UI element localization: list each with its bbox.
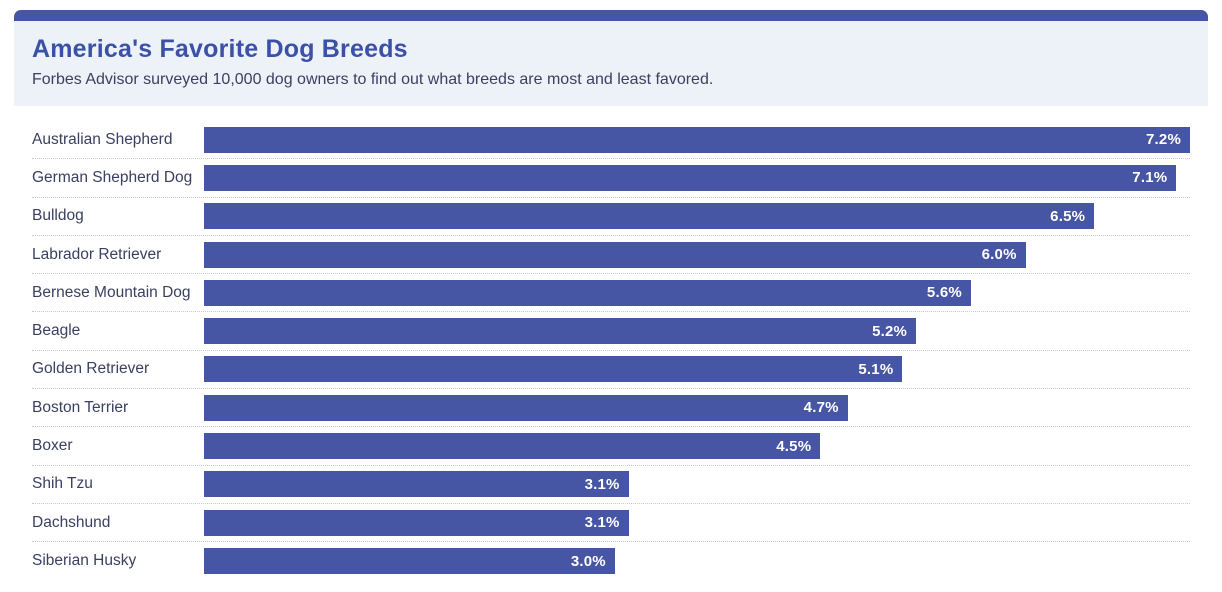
chart-header: America's Favorite Dog Breeds Forbes Adv…: [14, 21, 1208, 106]
bar: 5.1%: [204, 356, 903, 383]
bar-track: 5.6%: [204, 279, 1190, 306]
bar-value-label: 4.7%: [803, 399, 839, 417]
bar: 3.0%: [204, 548, 615, 575]
chart-subtitle: Forbes Advisor surveyed 10,000 dog owner…: [32, 71, 714, 88]
bar-value-label: 3.1%: [584, 475, 620, 493]
row-label: Boxer: [32, 437, 73, 455]
row-label: Labrador Retriever: [32, 245, 162, 263]
bar-value-label: 4.5%: [776, 437, 812, 455]
bar-value-label: 5.1%: [858, 360, 894, 378]
bar: 6.5%: [204, 203, 1095, 230]
bar-value-label: 6.5%: [1050, 207, 1086, 225]
row-label: Boston Terrier: [32, 398, 129, 416]
chart-row: Australian Shepherd 7.2%: [32, 121, 1190, 160]
bar: 7.1%: [204, 164, 1177, 191]
chart-row: Labrador Retriever 6.0%: [32, 236, 1190, 275]
row-label: Shih Tzu: [32, 475, 93, 493]
bar-track: 4.7%: [204, 394, 1190, 421]
row-label: Bernese Mountain Dog: [32, 283, 191, 301]
bar-track: 3.1%: [204, 471, 1190, 498]
bar-track: 4.5%: [204, 433, 1190, 460]
bar-track: 3.0%: [204, 548, 1190, 575]
chart-row: Dachshund 3.1%: [32, 504, 1190, 543]
bar-track: 6.5%: [204, 203, 1190, 230]
bar-track: 5.2%: [204, 318, 1190, 345]
bar: 6.0%: [204, 241, 1026, 268]
bar-track: 7.1%: [204, 164, 1190, 191]
bar-chart: Australian Shepherd 7.2% German Shepherd D…: [14, 106, 1208, 581]
bar: 5.2%: [204, 318, 917, 345]
bar: 4.5%: [204, 433, 821, 460]
chart-row: Bulldog 6.5%: [32, 198, 1190, 236]
bar-track: 5.1%: [204, 356, 1190, 383]
bar: 3.1%: [204, 471, 629, 498]
chart-row: Siberian Husky 3.0%: [32, 542, 1190, 580]
bar-value-label: 3.1%: [584, 514, 620, 532]
bar: 4.7%: [204, 394, 848, 421]
chart-row: German Shepherd Dog 7.1%: [32, 159, 1190, 198]
bar-track: 3.1%: [204, 509, 1190, 536]
row-label: Dachshund: [32, 513, 111, 531]
row-label: Golden Retriever: [32, 360, 150, 378]
row-label: Siberian Husky: [32, 552, 137, 570]
bar: 5.6%: [204, 279, 971, 306]
bar: 3.1%: [204, 509, 629, 536]
chart-title: America's Favorite Dog Breeds: [32, 35, 408, 63]
chart-row: Boston Terrier 4.7%: [32, 389, 1190, 428]
bar-value-label: 5.2%: [872, 322, 908, 340]
chart-row: Bernese Mountain Dog 5.6%: [32, 274, 1190, 313]
row-label: Beagle: [32, 322, 81, 340]
bar-value-label: 7.2%: [1146, 131, 1181, 149]
bar-value-label: 6.0%: [981, 246, 1017, 264]
chart-card: America's Favorite Dog Breeds Forbes Adv…: [14, 10, 1208, 581]
chart-row: Shih Tzu 3.1%: [32, 466, 1190, 504]
bar-value-label: 5.6%: [926, 284, 962, 302]
bar-track: 7.2%: [204, 126, 1190, 153]
accent-strip: [14, 10, 1208, 21]
chart-row: Boxer 4.5%: [32, 427, 1190, 466]
bar-value-label: 3.0%: [570, 552, 606, 570]
row-label: Bulldog: [32, 207, 84, 225]
row-label: Australian Shepherd: [32, 130, 173, 148]
row-label: German Shepherd Dog: [32, 168, 193, 186]
bar: 7.2%: [204, 126, 1190, 153]
bar-value-label: 7.1%: [1132, 169, 1168, 187]
chart-row: Golden Retriever 5.1%: [32, 351, 1190, 390]
chart-row: Beagle 5.2%: [32, 312, 1190, 351]
bar-track: 6.0%: [204, 241, 1190, 268]
